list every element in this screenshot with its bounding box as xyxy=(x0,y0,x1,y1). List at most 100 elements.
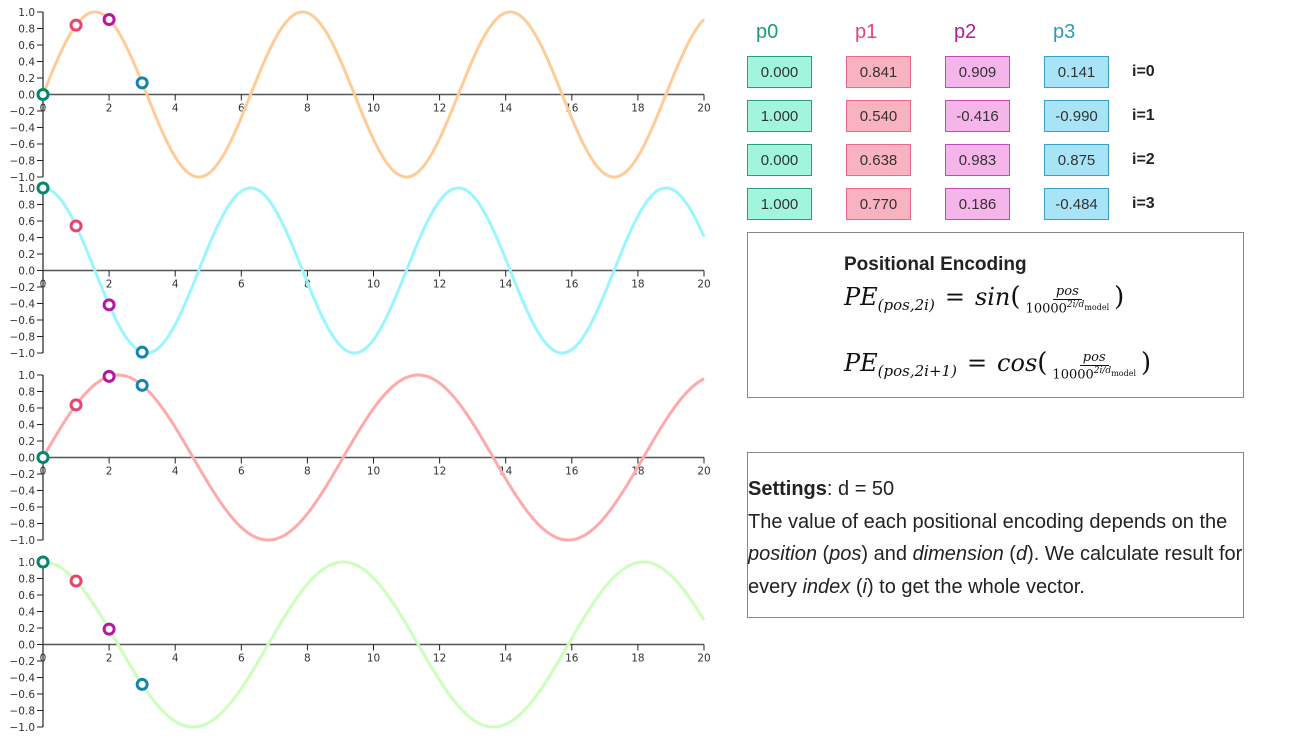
term-index: index xyxy=(802,575,851,598)
y-tick-label: −0.2 xyxy=(10,656,36,668)
x-tick-label: 2 xyxy=(106,279,113,291)
x-tick-label: 8 xyxy=(304,653,311,665)
y-tick-label: 0.0 xyxy=(18,453,35,465)
position-marker xyxy=(36,88,50,101)
position-marker xyxy=(36,181,50,195)
y-tick-label: 0.8 xyxy=(18,24,35,36)
x-tick-label: 20 xyxy=(697,103,710,115)
chart-1: 1.0 0.8 0.6 0.4 0.2 0.0 −0.2 −0.4 −0.6 −0.8 −1.0 0 2… xyxy=(10,181,711,360)
y-tick-label: 0.0 xyxy=(18,90,35,102)
settings-value: : d = 50 xyxy=(826,478,895,500)
position-marker xyxy=(69,18,83,32)
column-header-p3: p3 xyxy=(1053,21,1076,43)
position-marker xyxy=(102,369,116,383)
y-tick-label: −0.6 xyxy=(10,502,36,514)
table-cell: -0.990 xyxy=(1044,100,1109,132)
y-tick-label: −1.0 xyxy=(10,535,36,547)
sin-function: sin xyxy=(974,283,1011,312)
x-tick-label: 18 xyxy=(631,103,644,115)
exponent-subscript: model xyxy=(1111,368,1137,378)
chart-3: 1.0 0.8 0.6 0.4 0.2 0.0 −0.2 −0.4 −0.6 −0.8 −1.0 0 2… xyxy=(10,555,711,734)
exponent-subscript: model xyxy=(1084,302,1110,312)
x-tick-label: 12 xyxy=(433,653,446,665)
chart-0: 1.0 0.8 0.6 0.4 0.2 0.0 −0.2 −0.4 −0.6 −0.8 −1.0 0 2… xyxy=(10,7,711,184)
table-cell: 0.000 xyxy=(747,56,812,88)
equals-sign: = xyxy=(966,349,988,378)
row-label-i0: i=0 xyxy=(1132,63,1155,80)
x-tick-label: 14 xyxy=(499,103,513,115)
position-marker xyxy=(135,677,149,691)
sinusoid-charts: 1.0 0.8 0.6 0.4 0.2 0.0 −0.2 −0.4 −0.6 −0.8 −1.0 0 2… xyxy=(10,7,711,734)
y-tick-label: −0.4 xyxy=(10,299,36,311)
x-tick-label: 10 xyxy=(367,466,380,478)
close-paren: ) xyxy=(1114,282,1125,313)
table-cell: 0.540 xyxy=(846,100,911,132)
text: ) and xyxy=(861,543,913,565)
x-tick-label: 6 xyxy=(238,466,245,478)
table-cell: 0.983 xyxy=(945,144,1010,176)
table-cell: 0.141 xyxy=(1044,56,1109,88)
settings-label: Settings xyxy=(748,478,827,500)
y-tick-label: 0.6 xyxy=(18,403,35,415)
position-marker xyxy=(69,398,83,412)
settings-text: Settings: d = 50 The value of each posit… xyxy=(748,473,1243,603)
term-pos: pos xyxy=(829,543,862,565)
table-cell: -0.416 xyxy=(945,100,1010,132)
y-tick-label: 0.4 xyxy=(18,57,35,69)
table-cell: 0.875 xyxy=(1044,144,1109,176)
table-cell: 1.000 xyxy=(747,188,812,220)
denominator-base: 10000 xyxy=(1025,301,1067,317)
x-tick-label: 16 xyxy=(565,279,579,291)
position-marker xyxy=(69,574,83,588)
chart-2: 1.0 0.8 0.6 0.4 0.2 0.0 −0.2 −0.4 −0.6 −0.8 −1.0 0 2… xyxy=(10,369,711,547)
position-marker xyxy=(36,451,50,464)
x-tick-label: 0 xyxy=(40,653,47,665)
y-tick-label: −0.8 xyxy=(10,519,36,531)
equals-sign: = xyxy=(944,283,965,312)
x-tick-label: 0 xyxy=(40,279,47,291)
y-tick-label: 0.4 xyxy=(18,607,35,619)
column-header-p1: p1 xyxy=(855,21,878,43)
y-tick-label: −0.2 xyxy=(10,106,36,118)
x-tick-label: 8 xyxy=(304,466,311,478)
x-tick-label: 2 xyxy=(106,653,113,665)
table-cell: 0.770 xyxy=(846,188,911,220)
y-tick-label: −0.6 xyxy=(10,315,36,327)
x-tick-label: 12 xyxy=(433,103,446,115)
term-i: i xyxy=(862,575,867,598)
table-cell: 0.000 xyxy=(747,144,812,176)
y-tick-label: −1.0 xyxy=(10,722,36,734)
position-marker xyxy=(135,378,149,392)
term-d: d xyxy=(1015,543,1028,565)
x-tick-label: 18 xyxy=(631,279,644,291)
y-tick-label: 1.0 xyxy=(18,370,35,382)
x-tick-label: 12 xyxy=(433,279,446,291)
x-tick-label: 4 xyxy=(172,653,179,665)
x-tick-label: 2 xyxy=(106,103,113,115)
table-cell: 0.186 xyxy=(945,188,1010,220)
y-tick-label: −0.6 xyxy=(10,689,36,701)
formula-sin: PE (pos,2i) = sin( pos 100002i/dmodel ) xyxy=(844,281,1125,317)
cos-function: cos xyxy=(997,349,1038,378)
y-tick-label: −0.6 xyxy=(10,139,36,151)
text: ( xyxy=(816,543,830,565)
pe-subscript: (pos,2i+1) xyxy=(877,362,957,381)
pe-symbol: PE xyxy=(844,349,878,378)
formula-box: Positional Encoding PE (pos,2i) = sin( po… xyxy=(747,232,1244,398)
settings-box: Settings: d = 50 The value of each posit… xyxy=(747,452,1244,618)
pe-symbol: PE xyxy=(844,283,878,312)
position-marker xyxy=(135,76,149,90)
x-tick-label: 16 xyxy=(565,466,579,478)
x-tick-label: 20 xyxy=(697,279,710,291)
y-tick-label: 0.8 xyxy=(18,200,35,212)
term-dimension: dimension xyxy=(912,543,1004,565)
numerator: pos xyxy=(1079,350,1109,366)
text: ( xyxy=(1003,543,1016,565)
y-tick-label: 0.6 xyxy=(18,590,35,602)
table-cell: 1.000 xyxy=(747,100,812,132)
y-tick-label: 0.6 xyxy=(18,216,35,228)
position-marker xyxy=(36,555,50,569)
x-tick-label: 4 xyxy=(172,466,179,478)
y-tick-label: −0.4 xyxy=(10,673,36,685)
text: ) to get the whole vector. xyxy=(866,575,1085,598)
